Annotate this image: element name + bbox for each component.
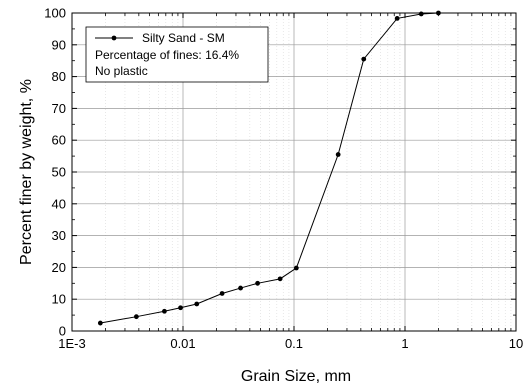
data-point xyxy=(238,285,243,291)
data-series xyxy=(97,10,441,326)
x-axis-title: Grain Size, mm xyxy=(241,368,351,385)
legend: Silty Sand - SM Percentage of fines: 16.… xyxy=(85,26,269,83)
data-point xyxy=(219,291,225,296)
legend-box xyxy=(85,26,269,83)
y-tick-label: 90 xyxy=(52,37,66,52)
y-tick-label: 60 xyxy=(52,133,66,148)
data-point xyxy=(162,308,167,314)
x-tick-label: 1E-3 xyxy=(58,336,85,351)
data-point xyxy=(394,16,400,21)
x-tick-label: 0.1 xyxy=(285,336,303,351)
data-point xyxy=(255,280,261,286)
y-tick-label: 30 xyxy=(52,228,66,243)
data-point xyxy=(178,305,183,311)
data-point xyxy=(133,314,139,320)
data-point xyxy=(277,276,283,282)
legend-series-label: Silty Sand - SM xyxy=(142,31,225,45)
legend-marker-swatch xyxy=(111,35,117,41)
y-tick-label: 50 xyxy=(52,165,66,180)
data-point xyxy=(335,152,341,157)
x-tick-label: 0.01 xyxy=(170,336,195,351)
y-tick-label: 100 xyxy=(44,6,66,21)
data-point xyxy=(418,11,424,17)
data-point xyxy=(97,320,103,326)
y-axis-title: Percent finer by weight, % xyxy=(18,79,35,265)
data-point xyxy=(293,265,299,271)
y-tick-label: 0 xyxy=(59,324,66,339)
y-tick-label: 70 xyxy=(52,101,66,116)
legend-annotation-plastic: No plastic xyxy=(95,64,148,78)
x-tick-label: 1 xyxy=(401,336,408,351)
y-tick-label: 40 xyxy=(52,196,66,211)
data-point xyxy=(361,56,367,62)
data-point xyxy=(436,10,441,16)
y-tick-label: 10 xyxy=(52,292,66,307)
x-tick-label: 10 xyxy=(509,336,523,351)
y-tick-label: 80 xyxy=(52,69,66,84)
y-tick-label: 20 xyxy=(52,260,66,275)
axes xyxy=(71,12,517,332)
legend-annotation-fines: Percentage of fines: 16.4% xyxy=(95,48,239,62)
tick-labels: 0 10 20 30 40 50 60 70 80 90 100 1E-3 0.01 0.1 1 10 xyxy=(44,6,523,352)
data-point xyxy=(194,301,200,307)
